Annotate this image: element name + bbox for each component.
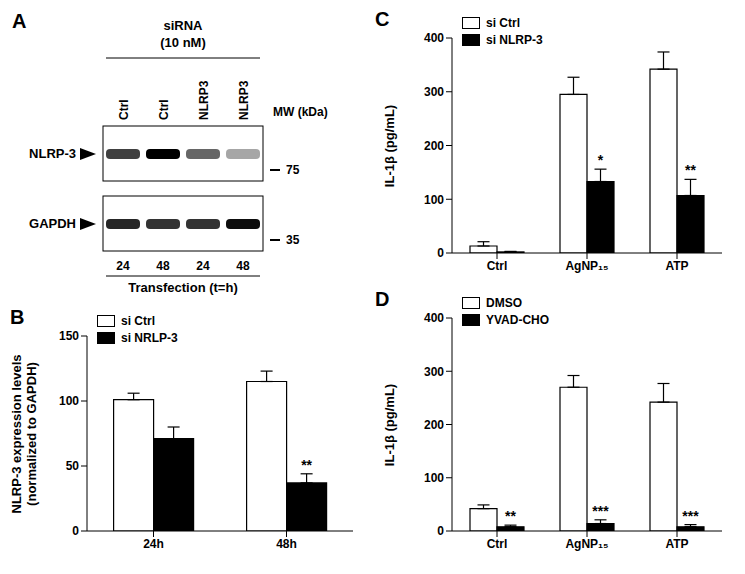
svg-text:50: 50: [66, 459, 80, 473]
svg-text:***: ***: [592, 503, 609, 519]
svg-text:AgNP₁₅: AgNP₁₅: [565, 537, 608, 551]
svg-text:24: 24: [116, 259, 130, 273]
svg-text:0: 0: [437, 246, 444, 260]
svg-text:100: 100: [424, 193, 444, 207]
svg-text:24h: 24h: [143, 537, 164, 551]
html-text:C: C: [375, 8, 390, 30]
html-text:IL-1β (pg/mL): IL-1β (pg/mL): [381, 383, 397, 466]
svg-text:75: 75: [286, 163, 300, 177]
svg-text:Ctrl: Ctrl: [487, 259, 508, 273]
svg-text:Ctrl: Ctrl: [487, 537, 508, 551]
html-text:NLRP-3 expression levels: NLRP-3 expression levels: [9, 354, 24, 513]
svg-text:48: 48: [156, 259, 170, 273]
html-text:DMSO: DMSO: [486, 296, 522, 310]
svg-text:0: 0: [437, 524, 444, 538]
html-text:(normalized to GAPDH): (normalized to GAPDH): [24, 361, 39, 506]
svg-text:ATP: ATP: [665, 259, 688, 273]
svg-text:400: 400: [424, 31, 444, 45]
svg-text:100: 100: [59, 394, 79, 408]
svg-text:ATP: ATP: [665, 537, 688, 551]
svg-text:300: 300: [424, 85, 444, 99]
svg-text:NLRP3: NLRP3: [237, 80, 251, 120]
svg-text:**: **: [301, 457, 312, 473]
svg-text:**: **: [505, 508, 516, 524]
svg-text:NLRP3: NLRP3: [197, 80, 211, 120]
svg-text:Transfection (t=h): Transfection (t=h): [128, 280, 237, 295]
html-text:si NRLP-3: si NRLP-3: [121, 331, 178, 345]
html-text:si NLRP-3: si NLRP-3: [486, 33, 543, 47]
svg-text:300: 300: [424, 365, 444, 379]
svg-text:GAPDH: GAPDH: [29, 216, 76, 231]
html-text:IL-1β (pg/mL): IL-1β (pg/mL): [381, 104, 397, 187]
svg-text:48h: 48h: [276, 537, 297, 551]
svg-text:24: 24: [196, 259, 210, 273]
svg-text:**: **: [685, 162, 696, 178]
svg-text:*: *: [598, 152, 604, 168]
svg-text:Ctrl: Ctrl: [117, 99, 131, 120]
svg-text:A: A: [12, 10, 26, 32]
html-text:B: B: [10, 306, 25, 328]
svg-text:siRNA: siRNA: [163, 18, 203, 33]
html-text:si Ctrl: si Ctrl: [121, 314, 155, 328]
svg-text:MW (kDa): MW (kDa): [273, 105, 328, 119]
svg-text:35: 35: [286, 233, 300, 247]
svg-text:(10 nM): (10 nM): [160, 35, 206, 50]
svg-text:400: 400: [424, 311, 444, 325]
html-text:si Ctrl: si Ctrl: [486, 16, 520, 30]
html-text:D: D: [375, 288, 390, 310]
svg-text:48: 48: [236, 259, 250, 273]
svg-text:100: 100: [424, 471, 444, 485]
svg-text:NLRP-3: NLRP-3: [29, 146, 76, 161]
html-text:YVAD-CHO: YVAD-CHO: [486, 313, 550, 327]
svg-text:150: 150: [59, 329, 79, 343]
svg-text:AgNP₁₅: AgNP₁₅: [565, 259, 608, 273]
svg-text:200: 200: [424, 139, 444, 153]
svg-text:200: 200: [424, 418, 444, 432]
svg-text:***: ***: [682, 508, 699, 524]
svg-text:Ctrl: Ctrl: [157, 99, 171, 120]
svg-text:0: 0: [72, 524, 79, 538]
